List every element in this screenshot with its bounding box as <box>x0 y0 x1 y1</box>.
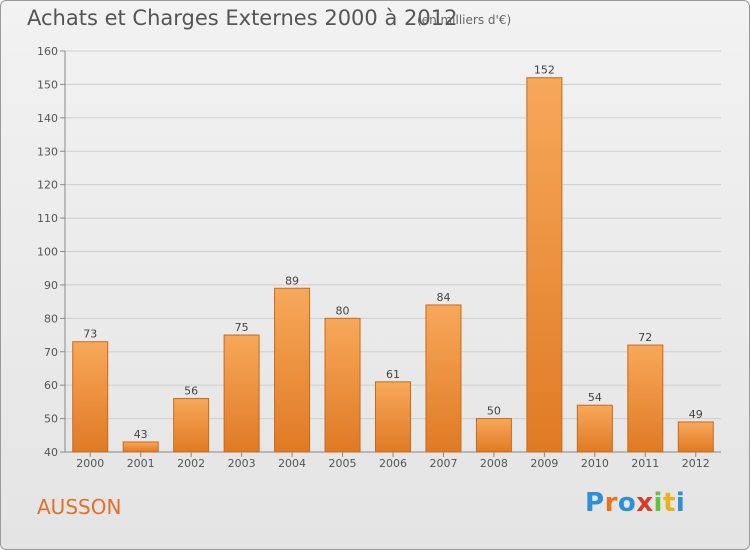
logo-letter: r <box>604 488 618 518</box>
x-tick-label: 2000 <box>76 457 104 470</box>
x-tick-label: 2006 <box>379 457 407 470</box>
value-label-2004: 89 <box>285 274 299 287</box>
y-tick-label: 130 <box>37 145 58 158</box>
value-label-2006: 61 <box>386 368 400 381</box>
y-tick-label: 90 <box>44 279 58 292</box>
y-tick-label: 70 <box>44 346 58 359</box>
x-tick-label: 2005 <box>329 457 357 470</box>
bar-2005 <box>324 317 361 453</box>
bar-2006 <box>375 381 411 453</box>
value-label-2002: 56 <box>184 385 198 398</box>
x-tick-label: 2010 <box>581 457 609 470</box>
logo-letter: i <box>675 488 686 518</box>
logo-letter: i <box>653 488 663 518</box>
y-tick-label: 60 <box>44 379 58 392</box>
value-label-2009: 152 <box>534 64 555 77</box>
bar-2003 <box>223 334 260 453</box>
chart-subtitle: (en milliers d'€) <box>417 13 512 27</box>
proxiti-logo: Proxiti <box>585 488 685 518</box>
bar-2011 <box>627 344 664 453</box>
y-tick-label: 110 <box>37 212 58 225</box>
x-tick-labels: 2000 2001 2002 2003 2004 2005 2006 2007 2008 2009… <box>76 452 710 470</box>
logo-letter: t <box>662 488 676 518</box>
bar-2007 <box>425 304 462 453</box>
bar-2008 <box>475 418 512 453</box>
value-label-2003: 75 <box>235 321 249 334</box>
y-tick-label: 150 <box>37 78 58 91</box>
y-tick-label: 40 <box>44 446 58 459</box>
bar-2010 <box>576 404 613 453</box>
value-label-2012: 49 <box>689 408 703 421</box>
y-tick-label: 140 <box>37 112 58 125</box>
x-tick-label: 2004 <box>278 457 306 470</box>
x-tick-label: 2012 <box>682 457 710 470</box>
value-label-2000: 73 <box>83 328 97 341</box>
place-name: AUSSON <box>37 495 122 519</box>
x-tick-label: 2008 <box>480 457 508 470</box>
y-tick-label: 50 <box>44 413 58 426</box>
y-tick-label: 100 <box>37 246 58 259</box>
logo-letter: o <box>617 488 637 518</box>
value-label-2001: 43 <box>134 428 148 441</box>
y-tick-label: 160 <box>37 45 58 58</box>
x-tick-label: 2011 <box>631 457 659 470</box>
bar-2009 <box>526 77 563 453</box>
x-tick-label: 2001 <box>127 457 155 470</box>
bar-2004 <box>274 287 311 453</box>
x-tick-label: 2009 <box>530 457 558 470</box>
y-tick-label: 120 <box>37 179 58 192</box>
bar-2012 <box>677 421 714 453</box>
logo-letter: x <box>636 488 654 518</box>
x-tick-label: 2002 <box>177 457 205 470</box>
bar-2002 <box>173 398 210 453</box>
x-tick-label: 2003 <box>228 457 256 470</box>
bars <box>72 77 714 453</box>
x-tick-label: 2007 <box>429 457 457 470</box>
value-label-2005: 80 <box>336 304 350 317</box>
chart-title: Achats et Charges Externes 2000 à 2012 <box>27 6 458 30</box>
value-label-2008: 50 <box>487 405 501 418</box>
logo-letter: P <box>585 488 605 518</box>
value-labels: 73 43 56 75 89 80 61 84 50 152 54 72 49 <box>83 64 703 441</box>
bar-2000 <box>72 341 109 453</box>
value-label-2011: 72 <box>638 331 652 344</box>
bar-2001 <box>122 441 159 453</box>
value-label-2007: 84 <box>436 291 450 304</box>
value-label-2010: 54 <box>588 391 602 404</box>
y-tick-labels: 40 50 60 70 80 90 100 110 120 130 140 150 160 <box>37 45 65 459</box>
y-tick-label: 80 <box>44 312 58 325</box>
